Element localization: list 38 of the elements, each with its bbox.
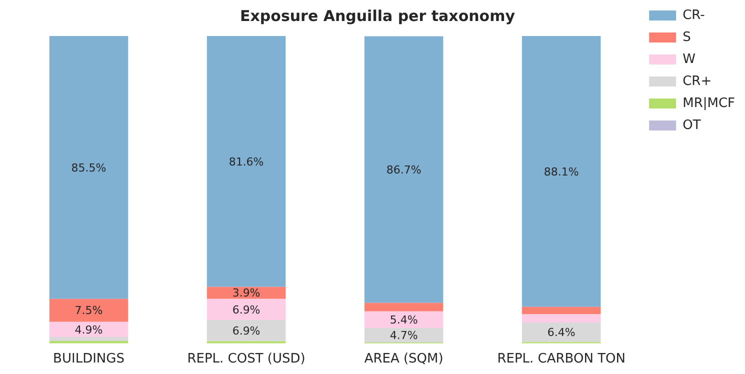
legend-label: OT — [682, 118, 701, 133]
data-label: 85.5% — [71, 161, 106, 174]
data-label: 88.1% — [544, 165, 579, 178]
x-tick-label: REPL. CARBON TON — [497, 352, 626, 367]
bar — [364, 302, 444, 312]
data-label: 7.5% — [74, 304, 103, 318]
bar — [206, 320, 286, 342]
data-label: 5.4% — [390, 314, 418, 327]
legend-label: CR+ — [682, 74, 712, 89]
bar — [522, 36, 601, 307]
bar — [522, 314, 601, 322]
legend-label: CR- — [682, 8, 706, 23]
chart-title: Exposure Anguilla per taxonomy — [240, 6, 516, 25]
bar — [364, 36, 444, 303]
bar — [522, 322, 601, 342]
bar — [49, 336, 128, 341]
data-label: 86.7% — [386, 163, 422, 176]
x-tick-label: AREA (SQM) — [364, 352, 444, 367]
data-label: 3.9% — [232, 286, 260, 300]
bar — [49, 298, 128, 322]
legend-label: S — [682, 30, 691, 45]
x-tick-label: REPL. COST (USD) — [187, 352, 306, 367]
legend-label: W — [682, 52, 696, 67]
bar — [49, 36, 128, 299]
data-label: 6.9% — [232, 324, 260, 338]
bar — [364, 311, 444, 328]
bar — [364, 328, 444, 342]
legend-label: MR|MCF — [682, 96, 736, 111]
data-label: 6.9% — [232, 303, 260, 316]
bar — [522, 306, 601, 314]
data-label: 6.4% — [547, 326, 576, 340]
data-label: 4.9% — [74, 323, 103, 336]
x-tick-label: BUILDINGS — [53, 352, 124, 367]
data-label: 81.6% — [228, 155, 264, 168]
data-label: 4.7% — [390, 329, 418, 342]
bar — [206, 36, 286, 287]
bar — [49, 322, 128, 337]
bar — [206, 298, 286, 320]
